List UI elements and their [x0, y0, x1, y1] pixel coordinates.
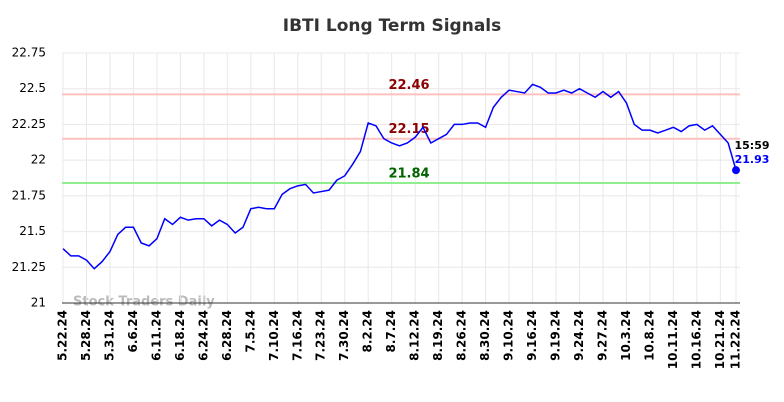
x-tick-label: 8.2.24	[361, 310, 375, 353]
x-tick-label: 6.18.24	[173, 310, 187, 361]
y-tick-label: 21.75	[12, 188, 46, 202]
x-tick-label: 8.19.24	[431, 310, 445, 361]
reference-label: 22.46	[388, 78, 429, 93]
x-tick-label: 6.11.24	[149, 310, 163, 361]
y-tick-label: 21.25	[12, 260, 46, 274]
x-tick-label: 7.30.24	[337, 310, 351, 361]
last-time: 15:59	[734, 139, 769, 152]
reference-label: 22.15	[388, 122, 429, 137]
x-tick-label: 7.16.24	[290, 310, 304, 361]
x-tick-label: 6.28.24	[220, 310, 234, 361]
y-tick-label: 22.5	[19, 81, 46, 95]
x-tick-label: 10.3.24	[619, 310, 633, 361]
y-tick-label: 22.25	[12, 117, 46, 131]
x-tick-label: 9.27.24	[595, 310, 609, 361]
y-tick-label: 22.75	[12, 46, 46, 60]
x-tick-label: 5.28.24	[79, 310, 93, 361]
watermark: Stock Traders Daily	[73, 295, 215, 310]
x-tick-label: 9.24.24	[572, 310, 586, 361]
y-tick-label: 22	[31, 153, 46, 167]
y-tick-label: 21	[31, 296, 46, 310]
x-tick-label: 8.12.24	[408, 310, 422, 361]
price-line	[62, 83, 737, 270]
x-tick-label: 6.24.24	[196, 310, 210, 361]
chart-title: IBTI Long Term Signals	[283, 16, 501, 36]
x-tick-label: 7.23.24	[314, 310, 328, 361]
x-tick-label: 10.16.24	[689, 310, 703, 369]
x-tick-label: 10.21.24	[713, 310, 727, 369]
x-tick-label: 10.8.24	[642, 310, 656, 361]
x-tick-label: 8.7.24	[384, 310, 398, 353]
x-tick-label: 8.30.24	[478, 310, 492, 361]
x-tick-label: 11.22.24	[729, 310, 743, 369]
x-tick-label: 5.22.24	[56, 310, 70, 361]
x-tick-label: 7.10.24	[267, 310, 281, 361]
reference-label: 21.84	[388, 167, 429, 182]
y-tick-label: 21.5	[19, 224, 46, 238]
last-point	[732, 166, 740, 175]
x-tick-label: 9.10.24	[502, 310, 516, 361]
x-tick-label: 8.26.24	[455, 310, 469, 361]
x-tick-label: 5.31.24	[102, 310, 116, 361]
last-value: 21.93	[735, 153, 770, 166]
x-tick-label: 9.19.24	[549, 310, 563, 361]
x-tick-label: 9.16.24	[525, 310, 539, 361]
x-tick-label: 10.11.24	[666, 310, 680, 369]
x-tick-label: 7.5.24	[243, 310, 257, 353]
x-tick-label: 6.6.24	[126, 310, 140, 353]
